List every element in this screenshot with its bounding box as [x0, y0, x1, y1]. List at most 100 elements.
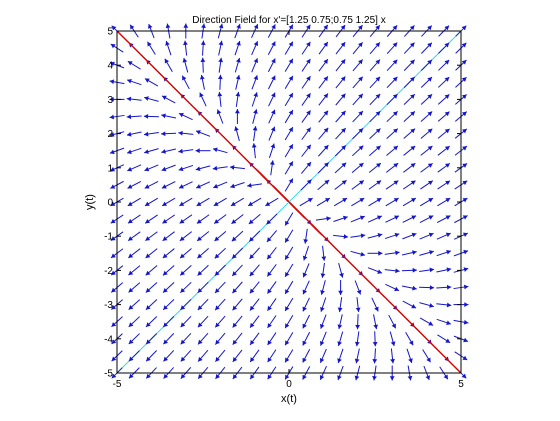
field-arrow: [266, 213, 278, 225]
field-arrow: [231, 230, 244, 242]
field-arrow: [235, 74, 241, 90]
field-arrow: [195, 165, 211, 171]
field-arrow: [145, 299, 158, 311]
field-arrow: [234, 57, 241, 73]
field-arrow: [230, 182, 245, 189]
field-arrow: [266, 264, 277, 277]
field-arrow: [126, 114, 142, 120]
field-arrow: [419, 267, 435, 273]
field-arrow: [389, 331, 396, 347]
trajectory: [289, 201, 462, 374]
field-arrow: [161, 131, 177, 137]
field-arrow: [436, 284, 452, 290]
field-arrow: [335, 76, 346, 89]
field-arrow: [405, 332, 414, 346]
field-arrow: [419, 302, 434, 308]
field-arrow: [367, 233, 383, 239]
field-arrow: [301, 58, 311, 72]
field-arrow: [436, 232, 451, 240]
field-arrow: [284, 109, 294, 124]
field-arrow: [268, 92, 276, 107]
field-arrow: [127, 60, 141, 70]
field-arrow: [352, 59, 364, 72]
field-arrow: [218, 40, 224, 56]
field-arrow: [420, 145, 433, 156]
field-arrow: [436, 215, 451, 224]
field-arrow: [126, 147, 142, 155]
field-arrow: [126, 78, 142, 86]
field-arrow: [302, 297, 310, 312]
field-arrow: [368, 197, 382, 207]
field-arrow: [179, 214, 193, 224]
field-arrow: [386, 128, 399, 140]
field-arrow: [437, 128, 450, 139]
field-arrow: [249, 315, 260, 328]
field-arrow: [437, 197, 451, 207]
field-arrow: [196, 197, 210, 207]
field-arrow: [213, 214, 227, 224]
field-arrow: [178, 112, 193, 121]
field-arrow: [163, 350, 175, 362]
field-arrow: [249, 298, 260, 311]
field-arrow: [161, 148, 177, 154]
field-arrow: [335, 93, 346, 106]
field-arrow: [355, 297, 361, 313]
field-arrow: [300, 161, 312, 174]
y-tick-label: -2: [104, 266, 113, 277]
trajectories: [116, 30, 462, 374]
field-arrow: [161, 164, 176, 172]
field-arrow: [161, 181, 176, 189]
field-arrow: [229, 165, 245, 170]
field-arrow: [320, 280, 326, 295]
axis-ticks: -5 0 5 5 4 3 2 1 0 -1 -2 -3 -4 -5: [104, 27, 464, 391]
field-arrow: [284, 212, 294, 226]
field-arrow: [178, 148, 194, 154]
field-arrow: [196, 214, 210, 224]
field-arrow: [199, 74, 205, 90]
field-arrow: [403, 93, 416, 105]
x-tick-label: 0: [286, 379, 292, 390]
field-arrow: [436, 267, 452, 273]
field-arrow: [317, 179, 330, 191]
y-tick-label: -5: [104, 369, 113, 380]
field-arrow: [145, 265, 158, 276]
field-arrow: [401, 250, 417, 256]
field-arrow: [252, 126, 258, 142]
field-arrow: [350, 233, 366, 239]
field-arrow: [163, 333, 175, 345]
y-tick-label: -4: [104, 334, 113, 345]
field-arrow: [386, 42, 398, 54]
field-arrow: [214, 281, 226, 294]
field-arrow: [333, 215, 348, 222]
field-arrow: [437, 334, 451, 344]
field-arrow: [301, 110, 311, 123]
field-arrow: [251, 58, 259, 73]
field-arrow: [318, 41, 329, 55]
field-arrow: [302, 314, 311, 329]
field-arrow: [197, 247, 209, 259]
field-arrow: [369, 145, 381, 157]
field-arrow: [284, 178, 294, 192]
field-arrow: [284, 126, 294, 141]
field-arrow: [369, 93, 381, 106]
field-arrow: [128, 265, 141, 276]
field-arrow: [390, 348, 395, 364]
field-arrow: [232, 315, 243, 328]
field-arrow: [144, 164, 159, 172]
field-arrow: [420, 162, 433, 173]
field-arrow: [200, 40, 206, 56]
field-arrow: [248, 213, 261, 225]
field-arrow: [352, 110, 364, 123]
field-arrow: [420, 93, 433, 105]
field-arrow: [213, 197, 227, 207]
field-arrow: [386, 145, 399, 156]
field-arrow: [436, 302, 452, 308]
field-arrow: [352, 76, 364, 89]
field-arrow: [384, 268, 400, 274]
field-arrow: [335, 110, 346, 123]
field-arrow: [247, 182, 263, 188]
field-arrow: [351, 180, 365, 190]
field-arrow: [419, 232, 434, 240]
field-arrow: [403, 76, 416, 88]
field-arrow: [419, 317, 434, 326]
